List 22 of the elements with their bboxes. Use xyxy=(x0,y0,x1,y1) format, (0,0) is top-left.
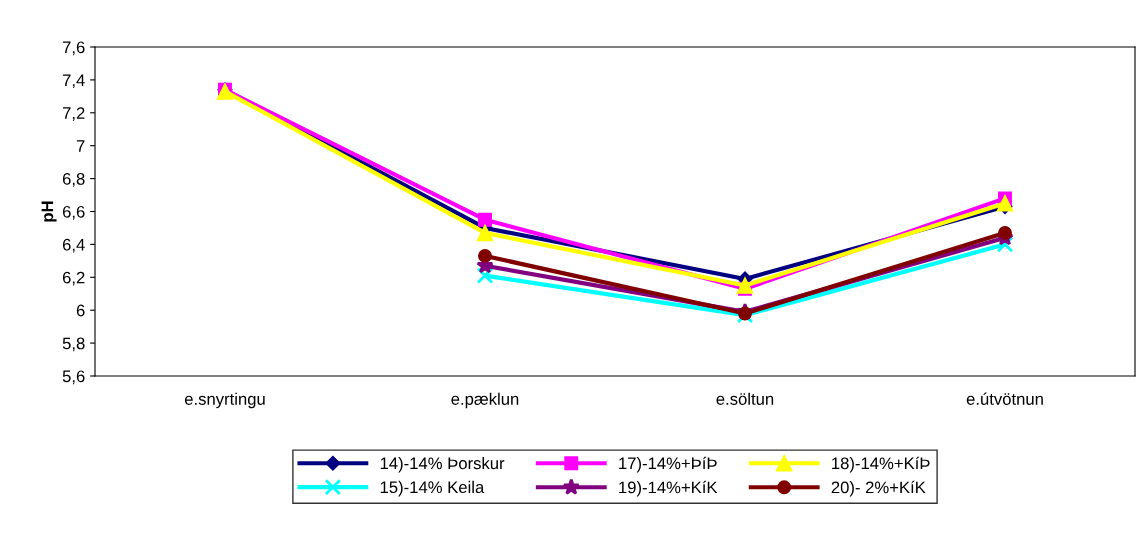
y-tick-label: 6,4 xyxy=(62,238,85,253)
y-tick-label: 7,4 xyxy=(62,74,85,89)
y-tick-label: 6,8 xyxy=(62,173,85,187)
legend-label: 20)- 2%+KíK xyxy=(831,480,926,497)
x-tick-label: e.snyrtingu xyxy=(184,392,265,409)
y-tick-label: 5,8 xyxy=(62,337,85,352)
y-tick-label: 7,6 xyxy=(62,41,85,56)
legend-label: 18)-14%+KíÞ xyxy=(832,456,930,473)
legend-label: 14)-14% Þorskur xyxy=(380,456,505,473)
x-tick-label: e.pæklun xyxy=(451,392,519,409)
y-tick-label: 5,6 xyxy=(62,370,85,385)
x-tick-label: e.útvötnun xyxy=(966,392,1043,405)
y-axis-title: pH xyxy=(41,201,57,222)
y-tick-label: 7,2 xyxy=(62,107,85,121)
legend-label: 19)-14%+KíK xyxy=(619,480,718,497)
legend-label: 17)-14%+ÞíÞ xyxy=(619,456,717,473)
y-tick-label: 6 xyxy=(76,304,85,317)
y-tick-label: 6,2 xyxy=(62,271,85,286)
y-tick-label: 7 xyxy=(76,140,85,152)
legend-label: 15)-14% Keila xyxy=(380,480,485,497)
y-tick-label: 6,6 xyxy=(62,205,85,220)
x-tick-label: e.söltun xyxy=(716,392,774,405)
